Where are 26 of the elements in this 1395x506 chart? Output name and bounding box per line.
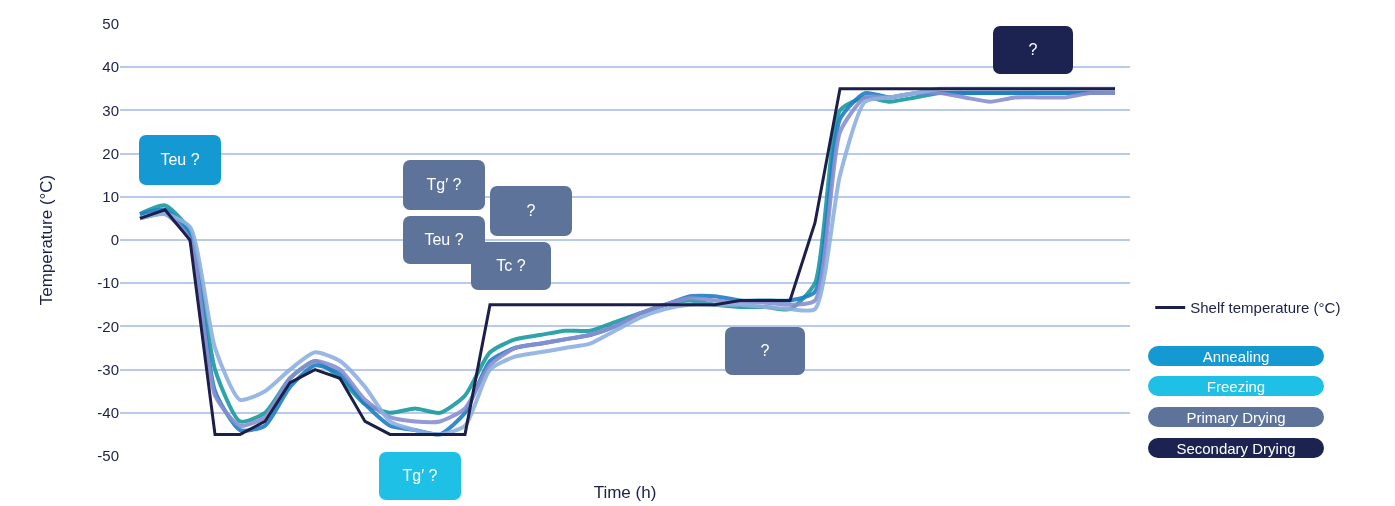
y-tick-label: 0 — [110, 231, 119, 249]
question-tag: ? — [725, 327, 805, 375]
phase-tag: Secondary Drying — [1148, 438, 1324, 458]
y-tick-label: 30 — [102, 101, 119, 119]
y-tick-label: -50 — [97, 447, 119, 465]
question-tag: Tg′ ? — [403, 160, 485, 210]
y-tick-label: -20 — [97, 317, 119, 335]
y-tick-label: -30 — [97, 360, 119, 378]
y-axis-title: Temperature (°C) — [36, 174, 56, 306]
question-tag: ? — [993, 26, 1073, 74]
question-tag: Tg′ ? — [379, 452, 461, 500]
question-tag: Teu ? — [403, 216, 485, 264]
phase-tag: Primary Drying — [1148, 407, 1324, 427]
y-tick-label: -40 — [97, 404, 119, 422]
y-tick-label: -10 — [97, 274, 119, 292]
question-tag: Teu ? — [139, 135, 221, 185]
y-tick-label: 50 — [102, 15, 119, 33]
phase-tag: Freezing — [1148, 376, 1324, 396]
legend-label: Shelf temperature (°C) — [1190, 299, 1341, 317]
phase-tag: Annealing — [1148, 346, 1324, 366]
y-tick-label: 40 — [102, 58, 119, 76]
question-tag: ? — [490, 186, 572, 236]
y-tick-label: 20 — [102, 144, 119, 162]
question-tag: Tc ? — [471, 242, 551, 290]
y-tick-label: 10 — [102, 188, 119, 206]
x-axis-title: Time (h) — [593, 483, 657, 503]
